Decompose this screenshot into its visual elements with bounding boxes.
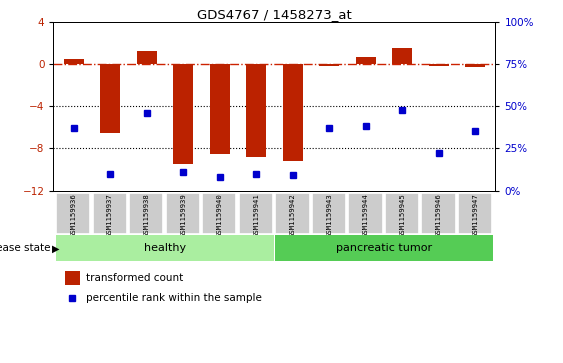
Bar <box>129 193 163 234</box>
Bar <box>92 193 127 234</box>
Text: disease state: disease state <box>0 243 51 253</box>
Bar <box>319 64 339 66</box>
Text: GSM1159946: GSM1159946 <box>436 193 442 237</box>
Bar <box>385 193 419 234</box>
Bar <box>173 64 193 164</box>
Bar <box>356 57 376 64</box>
Bar <box>421 193 455 234</box>
Bar <box>56 235 274 261</box>
Bar <box>65 271 80 285</box>
Text: GSM1159943: GSM1159943 <box>326 193 332 237</box>
Bar <box>239 193 273 234</box>
Bar <box>64 59 84 64</box>
Text: GSM1159939: GSM1159939 <box>180 193 186 237</box>
Bar <box>312 193 346 234</box>
Bar <box>283 64 303 161</box>
Bar <box>392 48 412 64</box>
Text: GSM1159941: GSM1159941 <box>253 193 259 237</box>
Bar <box>137 51 157 64</box>
Bar <box>465 64 485 67</box>
Bar <box>202 193 236 234</box>
Text: GSM1159937: GSM1159937 <box>107 193 113 237</box>
Text: healthy: healthy <box>144 243 186 253</box>
Text: ▶: ▶ <box>52 243 59 253</box>
Text: GSM1159942: GSM1159942 <box>290 193 296 237</box>
Bar <box>56 193 91 234</box>
Text: GSM1159936: GSM1159936 <box>70 193 77 237</box>
Text: GSM1159945: GSM1159945 <box>399 193 405 237</box>
Bar <box>100 64 120 132</box>
Title: GDS4767 / 1458273_at: GDS4767 / 1458273_at <box>197 8 352 21</box>
Bar <box>275 193 310 234</box>
Text: GSM1159938: GSM1159938 <box>144 193 150 237</box>
Text: GSM1159940: GSM1159940 <box>217 193 223 237</box>
Bar <box>348 193 383 234</box>
Bar <box>429 64 449 66</box>
Text: percentile rank within the sample: percentile rank within the sample <box>87 293 262 303</box>
Bar <box>166 193 200 234</box>
Text: pancreatic tumor: pancreatic tumor <box>336 243 432 253</box>
Bar <box>275 235 493 261</box>
Bar <box>458 193 492 234</box>
Bar <box>209 64 230 154</box>
Text: GSM1159944: GSM1159944 <box>363 193 369 237</box>
Bar <box>246 64 266 157</box>
Text: transformed count: transformed count <box>87 273 184 283</box>
Text: GSM1159947: GSM1159947 <box>472 193 479 237</box>
